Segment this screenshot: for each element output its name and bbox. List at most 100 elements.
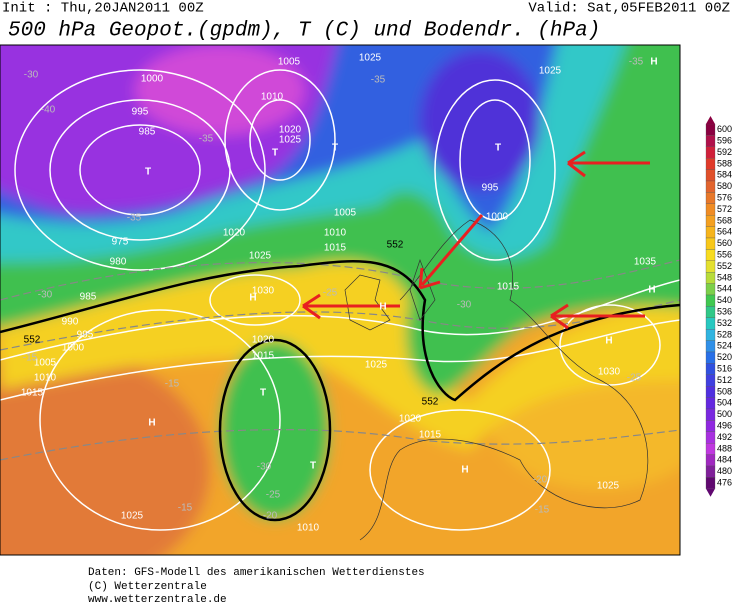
colorbar-label: 540 [717,295,732,305]
isobar-label: 980 [110,257,127,268]
isobar-label: 1025 [539,66,562,77]
pressure-center: T [495,143,501,154]
colorbar-label: 568 [717,215,732,225]
colorbar-label: 528 [717,329,732,339]
colorbar-label: 484 [717,455,732,465]
colorbar-label: 552 [717,261,732,271]
isobar-label: 1005 [34,358,57,369]
colorbar-swatch [705,340,716,353]
isobar-label: 1015 [419,430,442,441]
pressure-center: H [605,336,612,347]
map-labels: H H H H H H H T T T T T T 1000 995 985 975 980 985 990 995 10… [21,53,658,534]
temperature-label: -25 [627,373,642,384]
pressure-center: H [379,302,386,313]
map-title: 500 hPa Geopot.(gpdm), T (C) und Bodendr… [8,20,600,43]
colorbar-label: 572 [717,204,732,214]
isobar-label: 1010 [261,92,284,103]
valid-time: Valid: Sat,05FEB2011 00Z [528,1,730,17]
colorbar-swatch [705,351,716,364]
colorbar-swatch [705,329,716,341]
colorbar-label: 508 [717,386,732,396]
colorbar-swatch [705,465,716,478]
isobar-label: 1025 [279,135,302,146]
colorbar-swatch [705,317,716,330]
contour-label: 552 [387,240,404,251]
colorbar-label: 564 [717,227,732,237]
colorbar: 6005965925885845805765725685645605565525… [705,116,732,497]
colorbar-swatch [705,294,716,307]
colorbar-swatch [705,363,716,375]
coastlines [344,219,649,541]
colorbar-label: 592 [717,147,732,157]
colorbar-swatch [705,431,716,444]
pressure-center: T [145,167,151,178]
colorbar-label: 544 [717,284,732,294]
colorbar-label: 560 [717,238,732,248]
colorbar-swatch [705,443,716,455]
colorbar-swatch [705,215,716,227]
colorbar-swatch [705,146,716,159]
temperature-label: -30 [257,462,272,473]
pressure-center: T [332,143,338,154]
colorbar-label: 600 [717,124,732,134]
colorbar-label: 588 [717,158,732,168]
colorbar-label: 492 [717,432,732,442]
temperature-label: -15 [178,503,193,514]
colorbar-swatch [705,180,716,193]
temperature-label: -35 [629,57,644,68]
colorbar-swatch [705,420,716,432]
isobar-label: 985 [80,292,97,303]
colorbar-label: 488 [717,443,732,453]
isobar-label: 1025 [359,53,382,64]
colorbar-label: 520 [717,352,732,362]
isobar-label: 1020 [223,228,246,239]
colorbar-label: 548 [717,272,732,282]
isobar-label: 1030 [598,367,621,378]
colorbar-swatch [705,169,716,182]
temperature-label: -20 [263,511,278,522]
colorbar-swatch [705,249,716,261]
colorbar-swatch [705,374,716,387]
colorbar-swatch [705,260,716,273]
colorbar-label: 500 [717,409,732,419]
pressure-center: H [249,293,256,304]
temperature-label: -40 [41,105,56,116]
colorbar-swatch [705,408,716,421]
isobar-label: 1015 [21,388,44,399]
pressure-center: T [310,461,316,472]
isobar-label: 995 [132,107,149,118]
pressure-center: T [272,148,278,159]
colorbar-label: 496 [717,420,732,430]
isobar-label: 1015 [497,282,520,293]
contour-552-south [218,338,332,522]
colorbar-swatch [705,477,716,489]
temperature-label: -35 [127,213,142,224]
isobar-label: 990 [62,317,79,328]
colorbar-label: 576 [717,192,732,202]
temperature-label: -30 [457,300,472,311]
isobar-label: 1005 [278,57,301,68]
colorbar-label: 580 [717,181,732,191]
colorbar-label: 512 [717,375,732,385]
isobar-label: 1010 [34,373,57,384]
colorbar-label: 584 [717,170,732,180]
contour-label: 552 [24,335,41,346]
isobar-label: 995 [77,330,94,341]
colorbar-swatch [705,237,716,250]
isobar-label: 1030 [252,286,275,297]
footer-line: Daten: GFS-Modell des amerikanischen Wet… [88,567,425,579]
colorbar-label: 536 [717,306,732,316]
temperature-lines [0,259,680,461]
pressure-center: T [260,388,266,399]
colorbar-swatch [705,454,716,467]
pressure-center: H [650,57,657,68]
temperature-label: -30 [24,70,39,81]
map-frame [0,44,681,556]
colorbar-label: 504 [717,398,732,408]
isobar-label: 975 [112,237,129,248]
colorbar-swatch [705,135,716,147]
pressure-center: H [648,285,655,296]
isobars [0,69,680,531]
init-time: Init : Thu,20JAN2011 00Z [2,1,204,17]
